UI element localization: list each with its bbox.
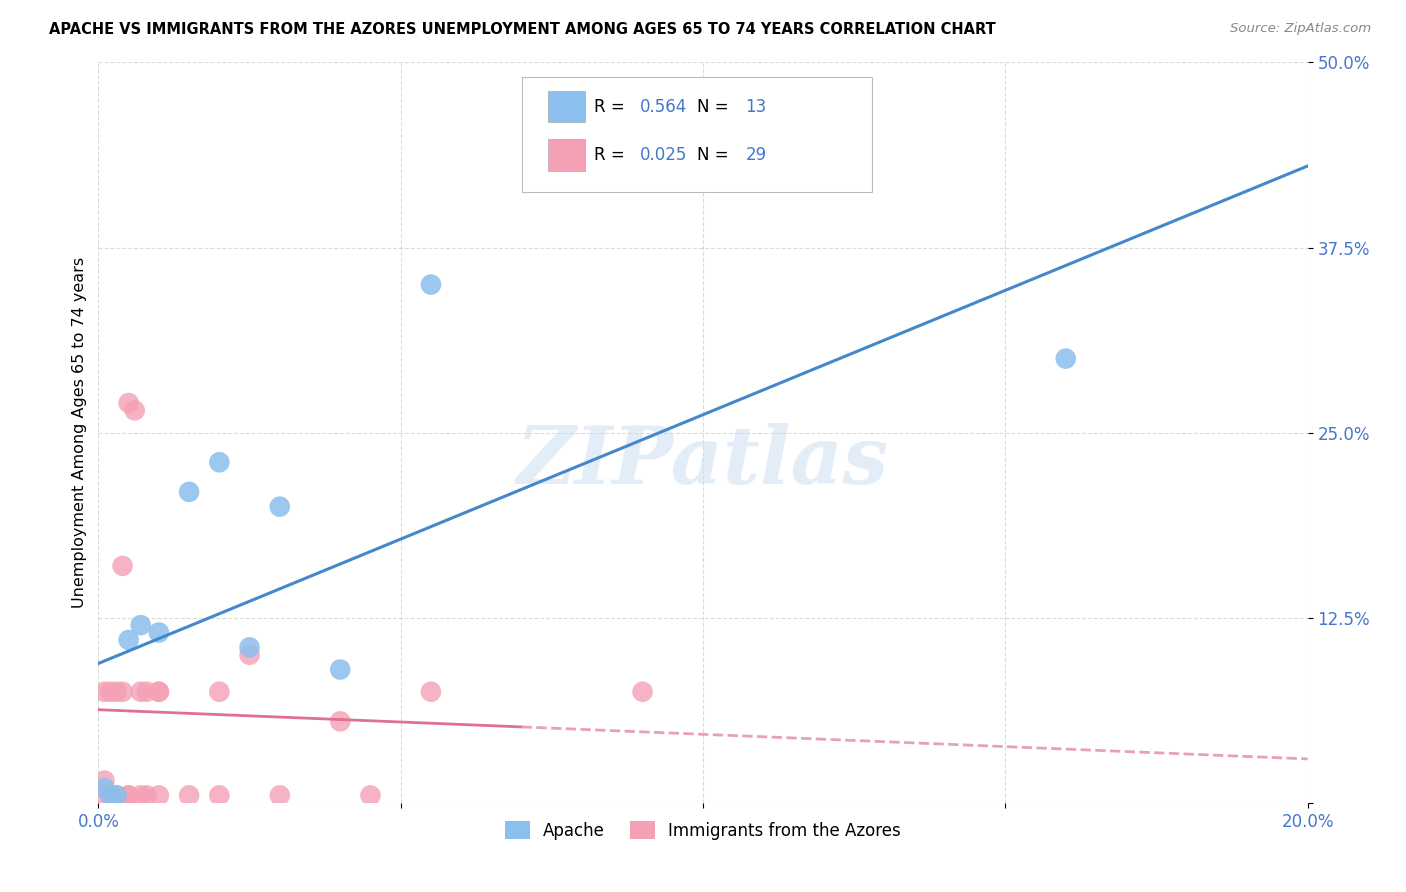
Text: R =: R = — [595, 98, 630, 116]
Point — [1054, 351, 1077, 366]
Point — [105, 789, 128, 803]
Point — [111, 685, 134, 699]
Point — [148, 685, 170, 699]
Text: ZIPatlas: ZIPatlas — [517, 424, 889, 501]
Point — [93, 789, 115, 803]
Point — [105, 685, 128, 699]
Point — [118, 789, 141, 803]
Point — [100, 789, 122, 803]
Text: R =: R = — [595, 146, 630, 164]
Text: N =: N = — [697, 98, 734, 116]
Text: APACHE VS IMMIGRANTS FROM THE AZORES UNEMPLOYMENT AMONG AGES 65 TO 74 YEARS CORR: APACHE VS IMMIGRANTS FROM THE AZORES UNE… — [49, 22, 995, 37]
Point — [118, 789, 141, 803]
Point — [208, 455, 231, 469]
FancyBboxPatch shape — [548, 139, 585, 170]
Point — [179, 484, 201, 499]
Point — [179, 789, 201, 803]
FancyBboxPatch shape — [548, 91, 585, 122]
Point — [129, 789, 152, 803]
Point — [111, 558, 134, 573]
Text: 0.564: 0.564 — [640, 98, 688, 116]
Point — [420, 277, 443, 292]
Text: 0.025: 0.025 — [640, 146, 688, 164]
Legend: Apache, Immigrants from the Azores: Apache, Immigrants from the Azores — [498, 814, 908, 847]
Text: 13: 13 — [745, 98, 766, 116]
Point — [105, 789, 128, 803]
Point — [129, 618, 152, 632]
Point — [148, 625, 170, 640]
Point — [100, 789, 122, 803]
Point — [118, 632, 141, 647]
Point — [329, 663, 352, 677]
Point — [360, 789, 382, 803]
Point — [269, 500, 291, 514]
Point — [148, 685, 170, 699]
Point — [100, 685, 122, 699]
Point — [631, 685, 654, 699]
FancyBboxPatch shape — [522, 78, 872, 192]
Point — [135, 789, 157, 803]
Point — [124, 403, 146, 417]
Y-axis label: Unemployment Among Ages 65 to 74 years: Unemployment Among Ages 65 to 74 years — [72, 257, 87, 608]
Text: N =: N = — [697, 146, 734, 164]
Point — [329, 714, 352, 729]
Point — [135, 685, 157, 699]
Point — [129, 685, 152, 699]
Point — [93, 685, 115, 699]
Point — [239, 648, 262, 662]
Point — [148, 789, 170, 803]
Point — [93, 773, 115, 788]
Point — [239, 640, 262, 655]
Point — [208, 685, 231, 699]
Point — [208, 789, 231, 803]
Text: 29: 29 — [745, 146, 766, 164]
Point — [93, 780, 115, 795]
Point — [269, 789, 291, 803]
Point — [420, 685, 443, 699]
Point — [118, 396, 141, 410]
Text: Source: ZipAtlas.com: Source: ZipAtlas.com — [1230, 22, 1371, 36]
